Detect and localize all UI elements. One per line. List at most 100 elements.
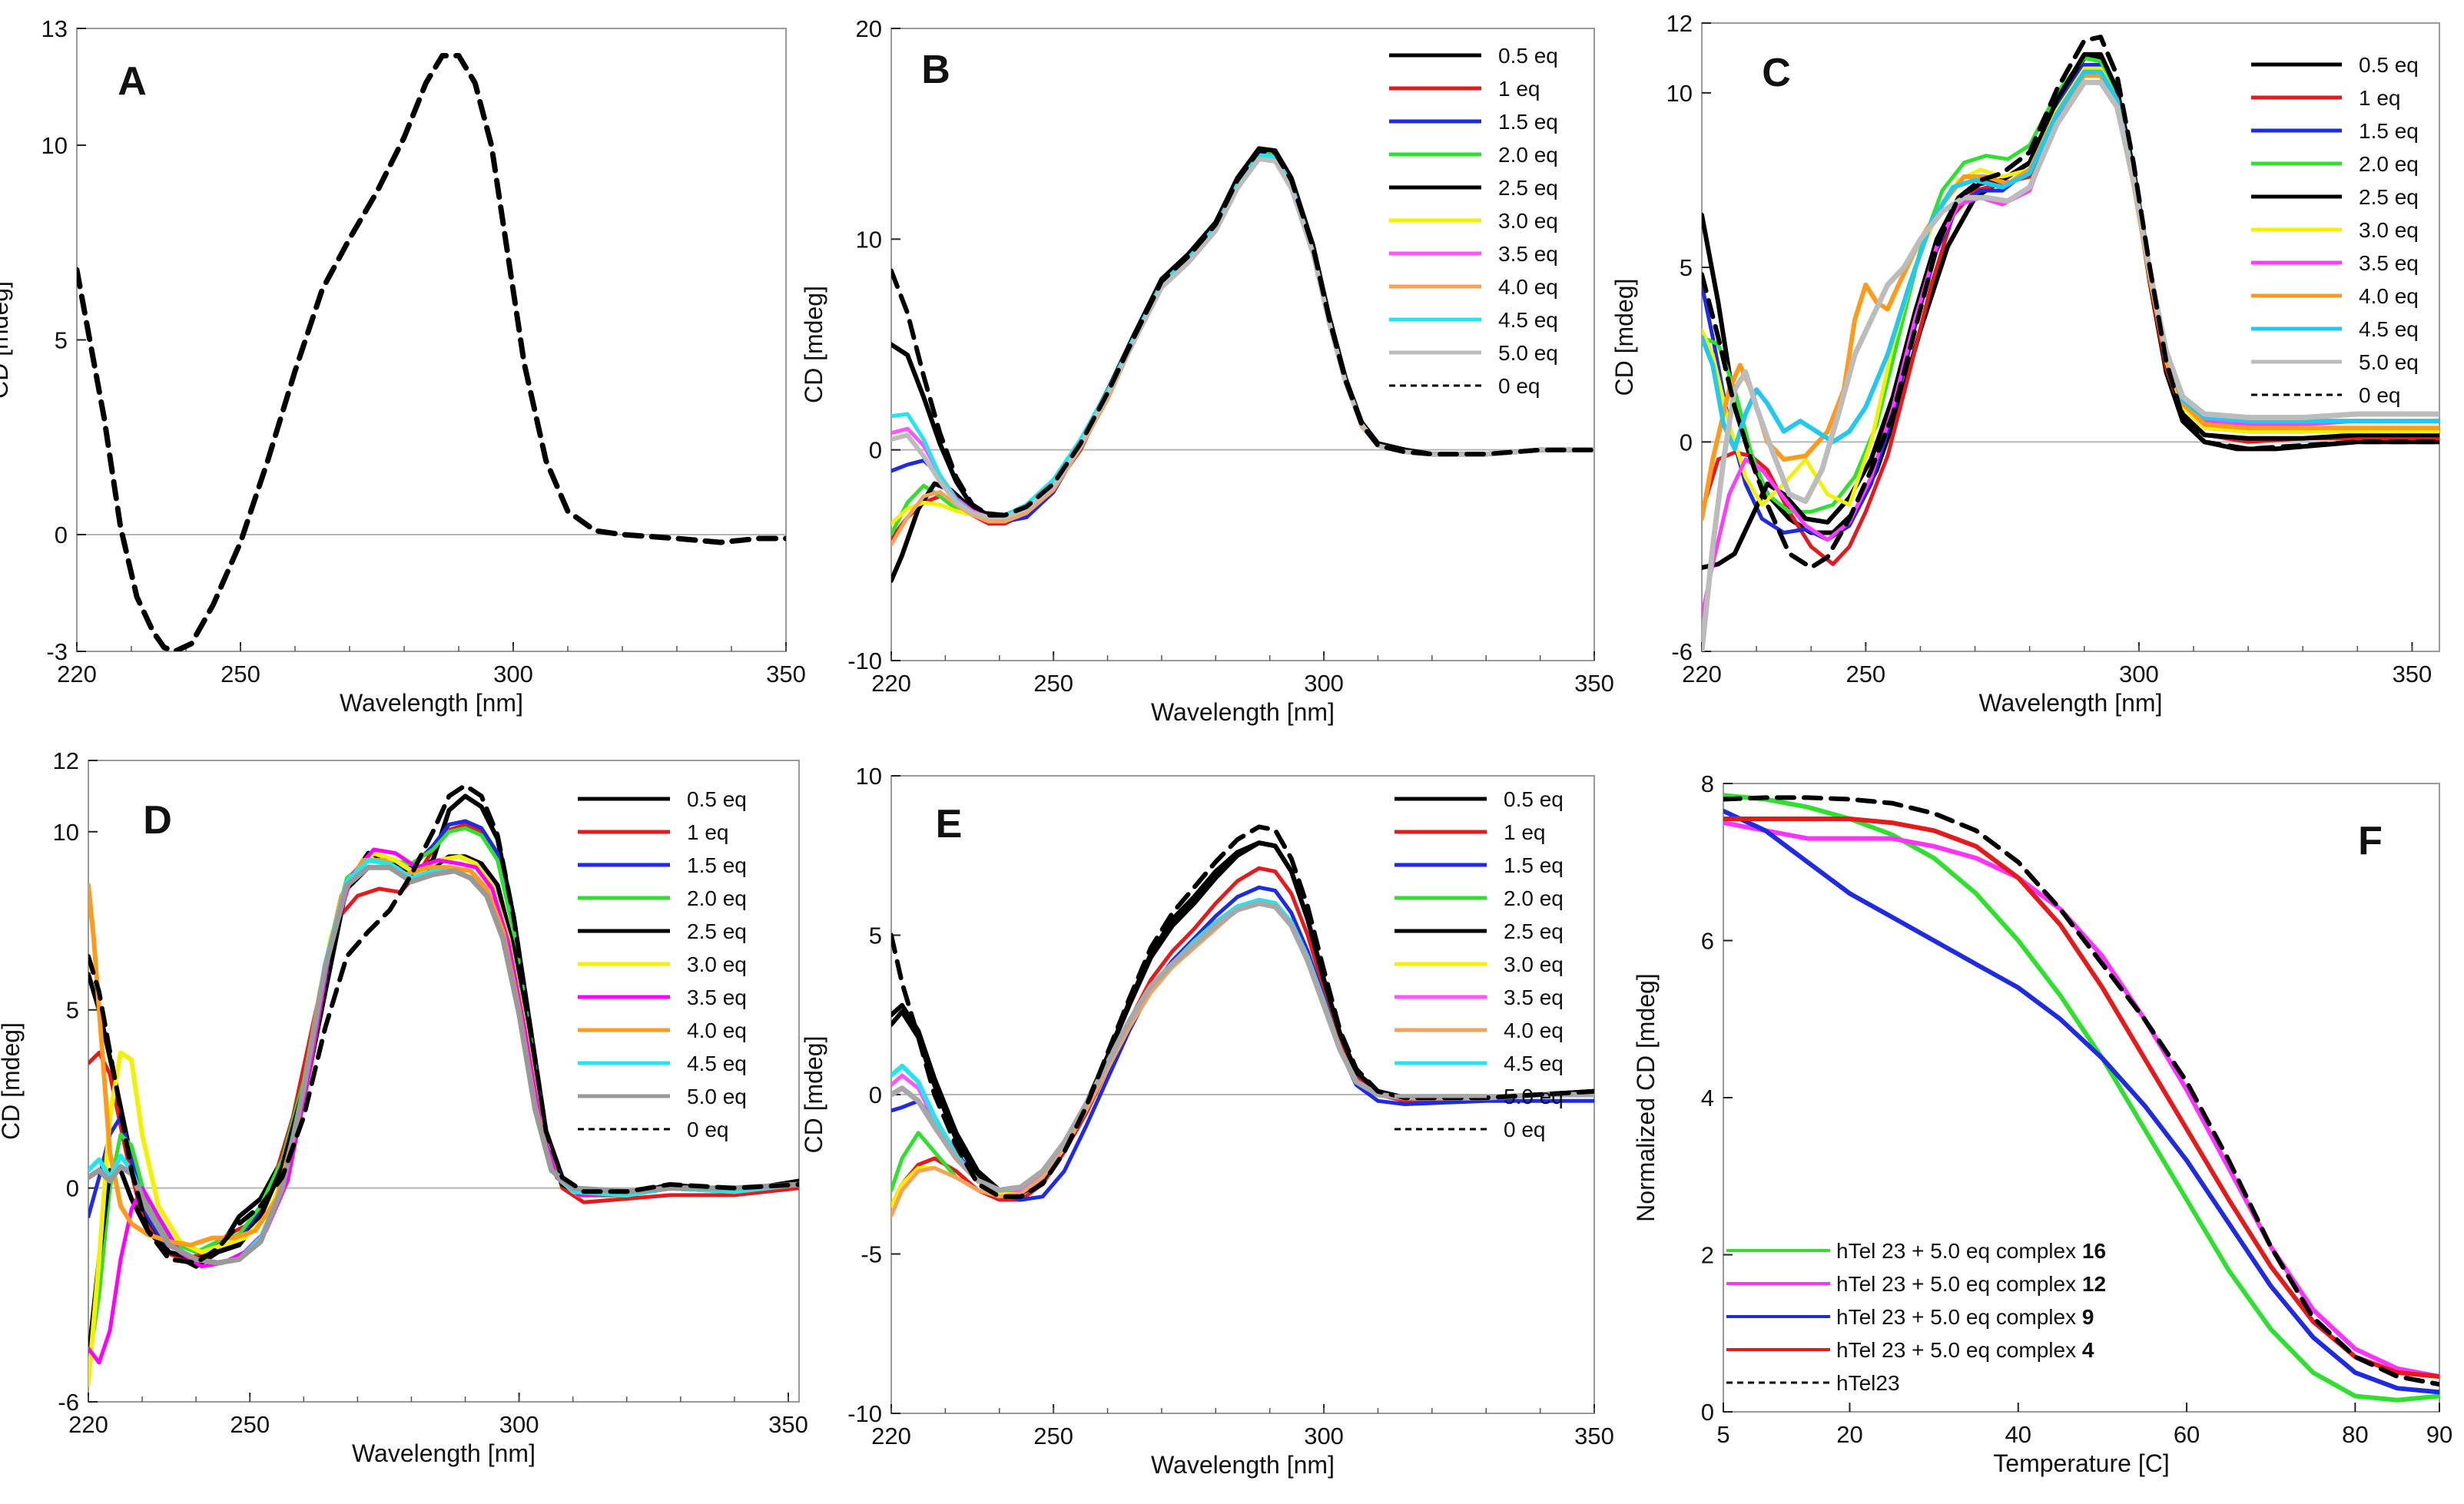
y-tick-label: 20 bbox=[856, 15, 882, 42]
y-tick-label: 5 bbox=[55, 327, 68, 354]
x-tick-label: 250 bbox=[221, 661, 260, 687]
x-tick-label: 250 bbox=[1846, 661, 1885, 687]
panel-d: 220 250 300 350 -6 0 5 10 12 Wavelength [nm] CD [m… bbox=[0, 747, 808, 1467]
x-tick-label: 350 bbox=[766, 661, 806, 687]
series-group bbox=[77, 53, 786, 651]
x-tick-label: 40 bbox=[2005, 1421, 2031, 1448]
legend-label: hTel23 bbox=[1836, 1371, 1900, 1395]
x-tick-label: 220 bbox=[871, 670, 911, 697]
legend: 0.5 eq 1 eq 1.5 eq 2.0 eq 2.5 eq 3.0 eq 3.5 eq… bbox=[578, 787, 747, 1141]
series-line-htel23 bbox=[1723, 795, 2439, 1387]
legend-label: 1 eq bbox=[1504, 820, 1546, 844]
y-tick-label: 12 bbox=[1666, 10, 1693, 37]
x-tick-label: 350 bbox=[768, 1411, 808, 1438]
x-tick-label: 300 bbox=[493, 661, 533, 687]
y-tick-label: 12 bbox=[53, 747, 79, 774]
legend: 0.5 eq 1 eq 1.5 eq 2.0 eq 2.5 eq 3.0 eq 3.5 eq… bbox=[1389, 44, 1558, 398]
legend-label: 0.5 eq bbox=[1498, 44, 1558, 68]
legend: 0.5 eq 1 eq 1.5 eq 2.0 eq 2.5 eq 3.0 eq 3.5 eq… bbox=[2251, 53, 2419, 407]
legend-label: 1.5 eq bbox=[2359, 119, 2419, 143]
legend-label: 4.5 eq bbox=[1498, 308, 1558, 332]
y-tick-label: 5 bbox=[66, 997, 79, 1024]
y-axis-title: CD [mdeg] bbox=[1610, 279, 1638, 396]
legend-label: 1.5 eq bbox=[687, 853, 747, 877]
series-line-htel-23-5-0-eq-complex-12 bbox=[1723, 820, 2439, 1379]
legend-label: 2.5 eq bbox=[2359, 185, 2419, 209]
series-group bbox=[1702, 35, 2439, 651]
legend-label: 5.0 eq bbox=[687, 1085, 747, 1108]
legend-label: 0.5 eq bbox=[687, 787, 747, 811]
y-tick-label: 0 bbox=[66, 1175, 79, 1202]
series-group bbox=[88, 783, 799, 1386]
x-tick-label: 300 bbox=[2119, 661, 2159, 687]
y-tick-label: 5 bbox=[869, 923, 882, 949]
legend-label: 2.0 eq bbox=[1498, 143, 1558, 167]
legend-label: 3.5 eq bbox=[1504, 986, 1564, 1009]
y-tick-label: 4 bbox=[1701, 1085, 1714, 1111]
legend-label: hTel 23 + 5.0 eq complex 16 bbox=[1836, 1239, 2106, 1263]
y-tick-label: 10 bbox=[856, 763, 882, 790]
y-tick-label: 8 bbox=[1701, 770, 1714, 797]
legend-label: 0 eq bbox=[2359, 383, 2401, 407]
series-group bbox=[891, 146, 1594, 583]
y-tick-label: -3 bbox=[46, 638, 68, 665]
y-tick-label: 0 bbox=[1701, 1399, 1714, 1426]
x-axis-title: Wavelength [nm] bbox=[1979, 689, 2163, 717]
legend-label: 4.5 eq bbox=[2359, 317, 2419, 341]
legend-label: 3.0 eq bbox=[1498, 209, 1558, 233]
legend-label: 0 eq bbox=[1504, 1118, 1546, 1141]
legend-label: 4.0 eq bbox=[1504, 1019, 1564, 1042]
x-tick-label: 220 bbox=[871, 1423, 911, 1449]
y-tick-label: 0 bbox=[55, 522, 68, 548]
legend-label: 5.0 eq bbox=[1504, 1085, 1564, 1108]
y-tick-label: 0 bbox=[869, 1082, 882, 1108]
legend-label: 1.5 eq bbox=[1504, 853, 1564, 877]
legend-label: 5.0 eq bbox=[1498, 341, 1558, 365]
panel-letter: D bbox=[143, 798, 172, 843]
series-line-htel-23-5-0-eq-complex-4 bbox=[1723, 817, 2439, 1379]
x-axis-title: Wavelength [nm] bbox=[352, 1439, 536, 1467]
legend-label: 2.5 eq bbox=[687, 919, 747, 943]
y-tick-label: 13 bbox=[41, 15, 68, 42]
legend-label: 3.5 eq bbox=[687, 986, 747, 1009]
legend-label: 3.0 eq bbox=[687, 952, 747, 976]
legend-label: 0.5 eq bbox=[2359, 53, 2419, 77]
x-tick-label: 350 bbox=[1574, 670, 1614, 697]
y-tick-label: 10 bbox=[41, 132, 68, 159]
legend-label: 2.5 eq bbox=[1498, 176, 1558, 200]
legend-label: 4.0 eq bbox=[2359, 284, 2419, 308]
panel-e: 220 250 300 350 -10 -5 0 5 10 Wavelength [nm] CD [… bbox=[800, 763, 1614, 1479]
series-line-htel23 bbox=[77, 53, 786, 651]
x-axis-title: Temperature [C] bbox=[1993, 1449, 2169, 1477]
legend-label: 1 eq bbox=[687, 820, 729, 844]
legend-label-number: 9 bbox=[2082, 1305, 2094, 1329]
legend-label: 2.0 eq bbox=[1504, 886, 1564, 910]
plot-frame bbox=[1701, 22, 2440, 652]
y-tick-label: 10 bbox=[53, 819, 79, 846]
panel-letter: F bbox=[2358, 819, 2383, 863]
panel-letter: C bbox=[1762, 51, 1791, 95]
legend-label: 1 eq bbox=[2359, 86, 2401, 110]
y-tick-label: 0 bbox=[1680, 429, 1693, 456]
panel-a: 220 250 300 350 -3 0 5 10 13 Wavelength [nm] CD [m… bbox=[0, 15, 806, 717]
y-tick-label: -6 bbox=[1671, 638, 1693, 665]
plot-frame bbox=[76, 28, 787, 652]
plot-frame bbox=[890, 28, 1595, 661]
panel-letter: E bbox=[936, 802, 963, 846]
x-tick-label: 300 bbox=[1304, 670, 1344, 697]
legend-label: 1 eq bbox=[1498, 77, 1540, 101]
x-axis-title: Wavelength [nm] bbox=[1151, 1451, 1335, 1479]
series-line-0-eq bbox=[1702, 35, 2439, 570]
legend-label: hTel 23 + 5.0 eq complex 12 bbox=[1836, 1272, 2106, 1296]
legend-label-prefix: hTel 23 + 5.0 eq complex bbox=[1836, 1239, 2082, 1263]
series-line-3-0-eq bbox=[1702, 66, 2439, 507]
legend-label-prefix: hTel 23 + 5.0 eq complex bbox=[1836, 1272, 2082, 1296]
legend-label-prefix: hTel 23 + 5.0 eq complex bbox=[1836, 1305, 2082, 1329]
y-tick-label: 5 bbox=[1680, 254, 1693, 281]
x-tick-label: 350 bbox=[2393, 661, 2432, 687]
y-tick-label: 2 bbox=[1701, 1242, 1714, 1269]
legend-label: 4.0 eq bbox=[687, 1019, 747, 1042]
legend-label-number: 4 bbox=[2082, 1338, 2094, 1362]
